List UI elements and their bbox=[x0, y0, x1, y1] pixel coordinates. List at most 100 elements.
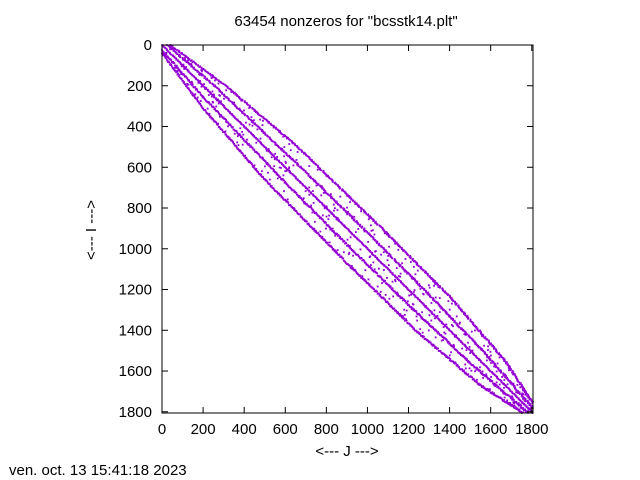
nonzero-point bbox=[273, 188, 276, 191]
nonzero-point bbox=[334, 251, 337, 254]
nonzero-point bbox=[360, 208, 363, 211]
nonzero-point bbox=[225, 85, 228, 87]
nonzero-point bbox=[303, 151, 305, 154]
nonzero-point bbox=[373, 233, 376, 236]
nonzero-point bbox=[503, 399, 505, 401]
nonzero-point bbox=[232, 91, 234, 93]
nonzero-point bbox=[200, 67, 203, 70]
nonzero-point bbox=[461, 329, 464, 332]
nonzero-point bbox=[404, 299, 407, 302]
nonzero-point bbox=[261, 143, 263, 146]
nonzero-point bbox=[491, 360, 494, 362]
nonzero-point bbox=[372, 254, 375, 257]
nonzero-point bbox=[313, 180, 316, 183]
nonzero-point bbox=[342, 190, 345, 192]
nonzero-point bbox=[378, 292, 380, 295]
nonzero-point bbox=[164, 55, 166, 58]
nonzero-point bbox=[351, 249, 354, 251]
nonzero-point bbox=[328, 241, 331, 244]
nonzero-point bbox=[491, 380, 494, 383]
nonzero-point bbox=[255, 124, 258, 127]
nonzero-point bbox=[520, 410, 523, 413]
nonzero-point bbox=[294, 161, 297, 164]
nonzero-point bbox=[270, 124, 273, 126]
nonzero-point bbox=[320, 237, 323, 240]
nonzero-point bbox=[323, 238, 325, 241]
nonzero-point bbox=[319, 230, 322, 233]
nonzero-point bbox=[300, 215, 303, 218]
nonzero-point bbox=[376, 272, 378, 275]
nonzero-point bbox=[284, 170, 287, 173]
nonzero-point bbox=[312, 162, 315, 164]
x-tick-label: 400 bbox=[232, 421, 257, 438]
nonzero-point bbox=[352, 267, 354, 270]
nonzero-point bbox=[326, 175, 329, 178]
nonzero-point bbox=[524, 409, 527, 412]
nonzero-point bbox=[338, 237, 341, 240]
nonzero-point bbox=[175, 64, 178, 67]
nonzero-point bbox=[448, 359, 451, 362]
nonzero-point bbox=[325, 205, 328, 208]
nonzero-point bbox=[264, 146, 266, 148]
nonzero-point bbox=[281, 133, 284, 136]
nonzero-point bbox=[495, 370, 498, 373]
nonzero-point bbox=[177, 75, 180, 78]
nonzero-point bbox=[349, 264, 351, 267]
nonzero-point bbox=[219, 126, 221, 129]
nonzero-point bbox=[522, 398, 524, 400]
nonzero-point bbox=[464, 367, 467, 370]
nonzero-point bbox=[341, 256, 343, 259]
nonzero-point bbox=[397, 245, 400, 248]
nonzero-point bbox=[476, 344, 478, 347]
nonzero-point bbox=[484, 336, 487, 339]
nonzero-point bbox=[225, 118, 227, 121]
nonzero-point bbox=[296, 151, 299, 153]
nonzero-point bbox=[485, 389, 488, 392]
nonzero-point bbox=[382, 280, 385, 283]
nonzero-point bbox=[378, 259, 380, 262]
nonzero-point bbox=[188, 63, 191, 66]
nonzero-point bbox=[313, 227, 316, 230]
nonzero-point bbox=[482, 376, 484, 379]
nonzero-point bbox=[181, 58, 184, 61]
nonzero-point bbox=[455, 322, 458, 325]
nonzero-point bbox=[395, 310, 398, 313]
nonzero-point bbox=[464, 357, 467, 360]
nonzero-point bbox=[186, 77, 189, 80]
nonzero-point bbox=[472, 364, 475, 367]
nonzero-point bbox=[250, 162, 253, 165]
nonzero-point bbox=[426, 274, 429, 277]
nonzero-point bbox=[408, 323, 411, 325]
nonzero-point bbox=[306, 155, 309, 158]
nonzero-point bbox=[204, 70, 207, 73]
x-tick-label: 200 bbox=[191, 421, 216, 438]
nonzero-point bbox=[519, 403, 522, 406]
nonzero-point bbox=[198, 101, 200, 104]
nonzero-point bbox=[476, 381, 478, 384]
nonzero-point bbox=[436, 284, 439, 287]
nonzero-point bbox=[202, 95, 205, 98]
nonzero-point bbox=[399, 275, 402, 278]
nonzero-point bbox=[194, 69, 197, 71]
nonzero-point bbox=[354, 203, 357, 205]
nonzero-point bbox=[430, 302, 433, 304]
nonzero-point bbox=[171, 46, 174, 49]
nonzero-point bbox=[458, 322, 461, 325]
nonzero-point bbox=[272, 187, 275, 190]
nonzero-point bbox=[329, 177, 332, 180]
nonzero-point bbox=[388, 236, 391, 238]
nonzero-point bbox=[517, 408, 520, 411]
nonzero-point bbox=[476, 345, 479, 348]
nonzero-point bbox=[315, 212, 318, 215]
nonzero-point bbox=[245, 121, 247, 124]
nonzero-point bbox=[268, 122, 271, 125]
nonzero-point bbox=[297, 194, 300, 197]
nonzero-point bbox=[501, 389, 504, 392]
nonzero-point bbox=[214, 79, 216, 82]
nonzero-point bbox=[235, 130, 238, 133]
nonzero-point bbox=[195, 87, 198, 90]
nonzero-point bbox=[460, 341, 463, 343]
nonzero-point bbox=[474, 354, 477, 357]
nonzero-point bbox=[276, 159, 279, 161]
nonzero-point bbox=[257, 126, 260, 128]
